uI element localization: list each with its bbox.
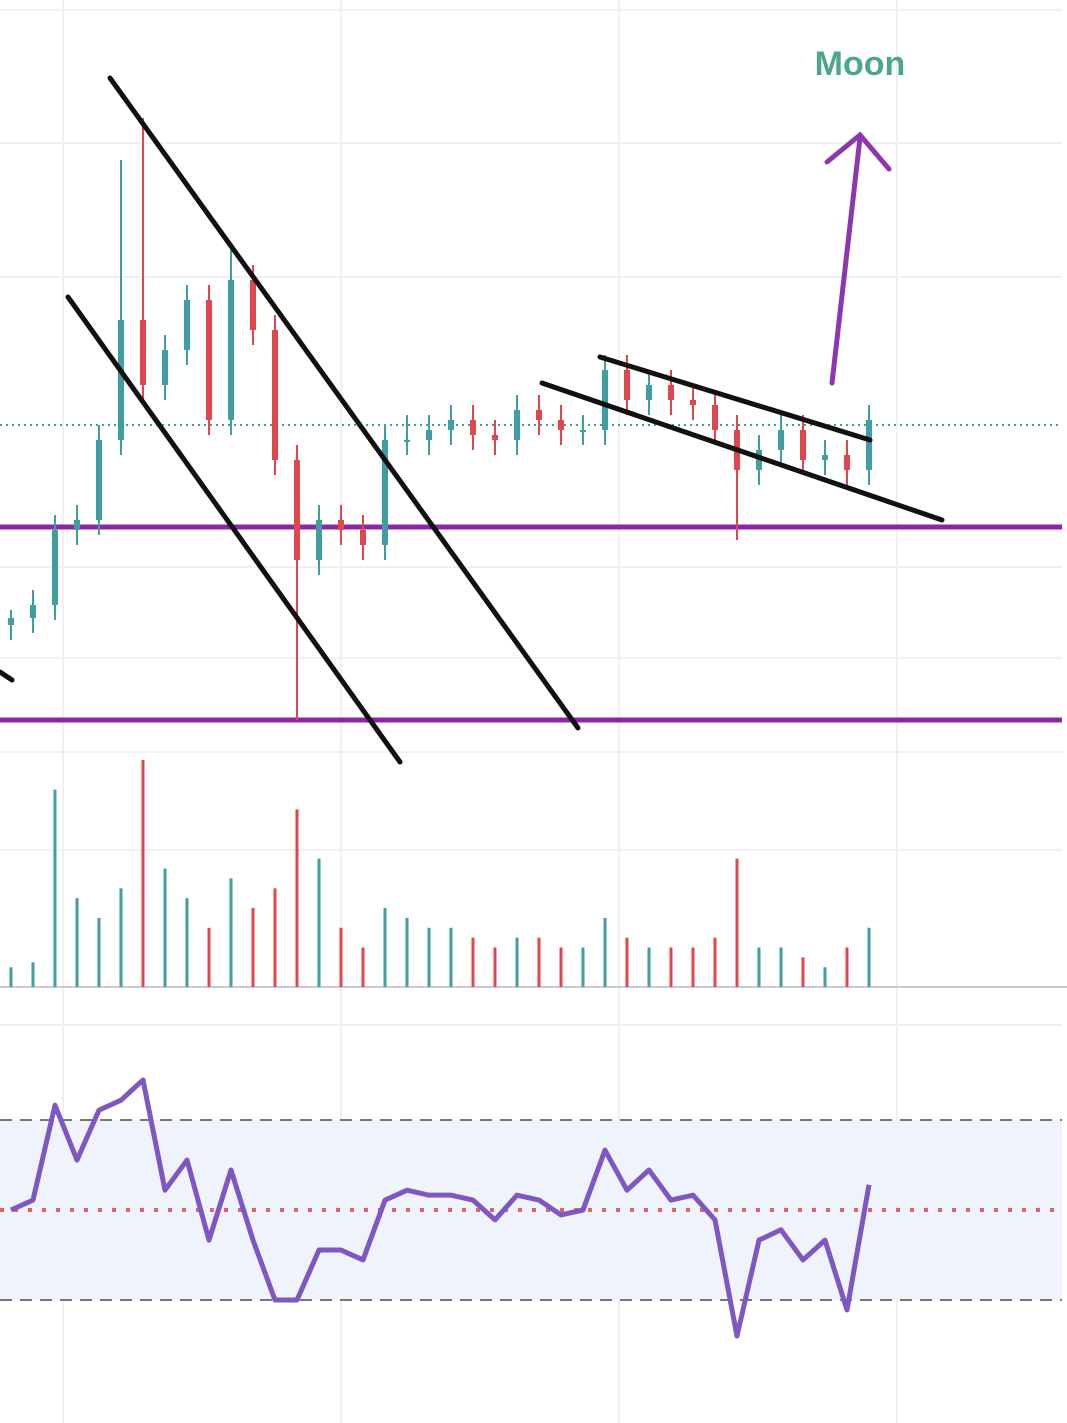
candle-body: [184, 300, 190, 350]
candle-body: [822, 455, 828, 460]
volume-bar: [185, 898, 189, 987]
volume-bar: [845, 947, 849, 987]
candle-body: [52, 530, 58, 605]
candle-body: [426, 430, 432, 440]
volume-bar: [449, 927, 453, 987]
candle-body: [602, 370, 608, 430]
candle-body: [470, 420, 476, 435]
marks: [0, 118, 1062, 1339]
rsi-line: [9, 1077, 872, 1339]
trend-line: [597, 354, 873, 443]
candle-body: [382, 440, 388, 545]
candle-body: [162, 350, 168, 385]
candle-body: [140, 320, 146, 385]
candle-body: [294, 460, 300, 560]
candle-body: [712, 405, 718, 430]
volume-bar: [757, 947, 761, 987]
candle-body: [558, 420, 564, 430]
volume-bar: [471, 937, 475, 987]
trend-line: [107, 75, 581, 731]
rsi-band: [0, 1120, 1062, 1300]
volume-bar: [317, 858, 321, 987]
volume-bar: [163, 868, 167, 987]
candle-body: [756, 450, 762, 470]
candle-body: [30, 605, 36, 618]
volume-bar: [361, 947, 365, 987]
volume-bar: [823, 967, 827, 987]
candle-body: [492, 435, 498, 440]
arrow: [824, 131, 892, 386]
volume-bar: [97, 917, 101, 987]
candle-body: [360, 530, 366, 545]
volume-bar: [31, 962, 35, 987]
volume-bar: [801, 957, 805, 987]
volume-bar: [295, 809, 299, 987]
volume-bar: [383, 908, 387, 987]
volume-bar: [53, 789, 57, 987]
candle-body: [580, 430, 586, 432]
volume-bar: [207, 927, 211, 987]
volume-bar: [691, 947, 695, 987]
volume-bar: [559, 947, 563, 987]
volume-bar: [625, 937, 629, 987]
volume-bar: [867, 927, 871, 987]
trend-line: [539, 380, 945, 523]
candle-body: [206, 300, 212, 420]
volume-bar: [427, 927, 431, 987]
arrow-head: [824, 131, 892, 172]
candle-body: [96, 440, 102, 520]
trend-line: [65, 294, 403, 765]
volume-bar: [75, 898, 79, 987]
candle-body: [514, 410, 520, 440]
trend-line: [0, 669, 15, 683]
candle-body: [624, 370, 630, 400]
volume-bar: [603, 917, 607, 987]
candle-body: [800, 430, 806, 460]
candle-body: [844, 455, 850, 470]
volume-bar: [647, 947, 651, 987]
candle-body: [866, 420, 872, 470]
volume-bar: [9, 967, 13, 987]
volume-bar: [339, 927, 343, 987]
candle-body: [316, 520, 322, 560]
volume-bar: [251, 908, 255, 987]
candle-body: [250, 280, 256, 330]
candle-body: [690, 400, 696, 405]
candle-body: [118, 320, 124, 440]
volume-bar: [735, 858, 739, 987]
volume-bar: [141, 760, 145, 987]
arrow-shaft: [829, 135, 863, 386]
volume-bar: [405, 917, 409, 987]
candle-body: [338, 520, 344, 530]
annotation: Moon: [815, 45, 906, 83]
candle-body: [8, 618, 14, 625]
volume-bar: [515, 937, 519, 987]
drawings: [0, 75, 945, 765]
candle-body: [646, 385, 652, 400]
candle-body: [228, 280, 234, 420]
volume-bar: [581, 947, 585, 987]
volume-bar: [669, 947, 673, 987]
volume-bar: [119, 888, 123, 987]
candle-body: [74, 520, 80, 530]
candle-body: [668, 385, 674, 400]
volume-bar: [273, 888, 277, 987]
candle-body: [536, 410, 542, 420]
volume-bar: [493, 947, 497, 987]
volume-bar: [229, 878, 233, 987]
volume-bar: [713, 937, 717, 987]
volume-bar: [779, 947, 783, 987]
candle-body: [404, 440, 410, 442]
volume-bar: [537, 937, 541, 987]
candle-body: [272, 330, 278, 460]
candle-body: [448, 420, 454, 430]
candle-body: [778, 430, 784, 450]
